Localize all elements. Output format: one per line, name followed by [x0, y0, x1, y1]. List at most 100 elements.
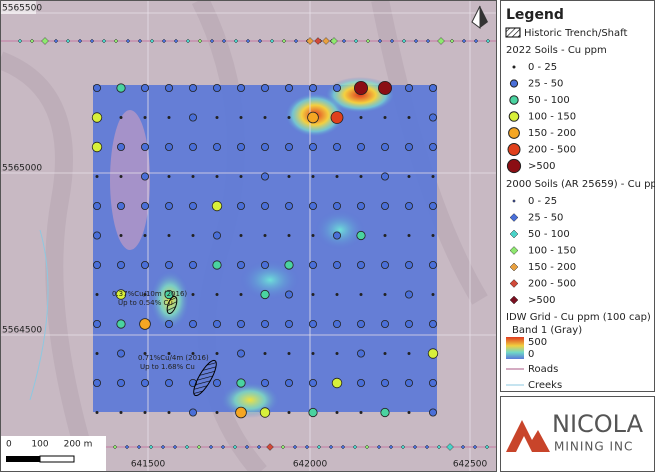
sample-2022	[263, 116, 267, 119]
sample-2022	[140, 142, 149, 151]
sample-2022	[260, 84, 269, 93]
legend-label: Creeks	[528, 380, 562, 391]
sample-2022	[332, 142, 341, 151]
sample-2000	[509, 295, 519, 305]
sample-2022	[404, 319, 413, 328]
sample-2022	[428, 113, 437, 122]
sample-2000	[436, 444, 442, 450]
sample-2000	[77, 38, 83, 44]
sample-2000	[460, 444, 466, 450]
sample-2022	[215, 175, 219, 178]
sample-2000	[184, 444, 190, 450]
sample-2000	[322, 37, 330, 45]
sample-2000	[314, 37, 322, 45]
logo-sub: MINING INC	[554, 440, 633, 454]
sample-2022	[356, 230, 366, 241]
sample-2000	[484, 444, 490, 450]
legend-label: 50 - 100	[528, 95, 570, 106]
sample-2022	[311, 352, 315, 355]
legend-symbol	[509, 79, 519, 88]
sample-2022	[235, 406, 247, 419]
legend: Legend Historic Trench/Shaft 2022 Soils …	[500, 0, 655, 392]
sample-2022	[356, 201, 365, 210]
trench	[166, 295, 178, 315]
sample-2000	[89, 38, 95, 44]
sample-2022	[236, 201, 245, 210]
sample-2022	[167, 116, 171, 119]
legend-heading: 2000 Soils (AR 25659) - Cu ppm	[506, 179, 655, 190]
scale-label: 0	[6, 440, 12, 450]
sample-2000	[113, 38, 119, 44]
sample-2022	[215, 352, 219, 355]
sample-2000	[364, 444, 370, 450]
sample-2000	[412, 444, 418, 450]
legend-symbol	[508, 127, 520, 139]
legend-label: 50 - 100	[528, 229, 570, 240]
sample-2022	[212, 84, 221, 93]
sample-2022	[140, 201, 149, 210]
sample-2022	[188, 319, 197, 328]
sample-2022	[287, 234, 291, 237]
hotspot	[240, 260, 300, 300]
sample-2022	[191, 352, 195, 355]
sample-2000	[449, 38, 455, 44]
sample-2000	[29, 38, 35, 44]
sample-2022	[308, 319, 317, 328]
sample-2022	[356, 142, 365, 151]
sample-2022	[95, 175, 99, 178]
sample-2022	[311, 293, 315, 296]
sample-2000	[197, 38, 203, 44]
sample-2022	[191, 175, 195, 178]
sample-2000	[41, 37, 49, 45]
sample-2022	[428, 84, 437, 93]
sample-2022	[431, 175, 435, 178]
sample-2022	[164, 260, 173, 269]
sample-2000	[341, 38, 347, 44]
sample-2022	[380, 201, 389, 210]
sample-2022	[191, 293, 195, 296]
sample-2022	[404, 290, 413, 299]
sample-2022	[215, 411, 219, 414]
sample-2022	[117, 378, 126, 387]
sample-2022	[356, 260, 365, 269]
sample-2022	[428, 408, 437, 417]
sample-2022	[359, 116, 363, 119]
legend-symbol	[506, 158, 522, 174]
sample-2022	[407, 352, 411, 355]
scale-bar	[6, 456, 40, 462]
sample-2022	[380, 319, 389, 328]
sample-2022	[308, 378, 317, 387]
sample-2022	[380, 378, 389, 387]
sample-2000	[232, 444, 238, 450]
sample-2022	[428, 201, 437, 210]
sample-2022	[167, 352, 171, 355]
sample-2000	[244, 444, 250, 450]
sample-2022	[91, 141, 103, 153]
legend-heading: 2022 Soils - Cu ppm	[506, 45, 607, 56]
sample-2022	[140, 84, 149, 93]
sample-2000	[221, 38, 227, 44]
sample-2022	[359, 293, 363, 296]
sample-2022	[284, 260, 294, 270]
sample-2022	[407, 411, 411, 414]
sample-2022	[164, 201, 173, 210]
annotation: 0.71%Cu/4m (2016)	[138, 354, 209, 362]
sample-2022	[211, 200, 223, 212]
sample-2022	[263, 352, 267, 355]
legend-heading: IDW Grid - Cu ppm (100 cap)	[506, 312, 651, 323]
scale-bar	[39, 455, 75, 463]
sample-2022	[212, 142, 221, 151]
legend-label: Roads	[528, 364, 558, 375]
sample-2000	[328, 444, 334, 450]
sample-2022	[308, 407, 318, 418]
sample-2000	[473, 38, 479, 44]
sample-2000	[196, 444, 202, 450]
sample-2000	[352, 444, 358, 450]
legend-title: Legend	[506, 7, 564, 23]
legend-label: >500	[528, 295, 555, 306]
sample-2000	[509, 262, 519, 272]
sample-2022	[404, 84, 413, 93]
sample-2000	[280, 444, 286, 450]
legend-symbol	[512, 65, 516, 69]
